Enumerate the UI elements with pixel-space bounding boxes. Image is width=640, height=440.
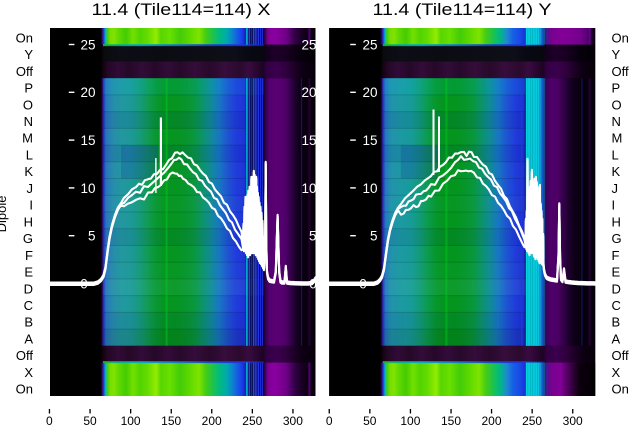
svg-text:N: N: [612, 114, 621, 129]
svg-text:0: 0: [46, 414, 53, 428]
svg-text:F: F: [25, 248, 33, 263]
svg-text:10: 10: [80, 181, 95, 196]
svg-text:11.4 (Tile114=114) X: 11.4 (Tile114=114) X: [92, 1, 271, 19]
svg-text:J: J: [612, 181, 619, 196]
svg-text:X: X: [612, 365, 621, 380]
svg-text:M: M: [22, 131, 33, 146]
svg-text:Off: Off: [16, 348, 33, 363]
svg-text:10: 10: [301, 181, 316, 196]
svg-text:O: O: [23, 97, 33, 112]
svg-text:On: On: [612, 30, 629, 45]
svg-text:C: C: [24, 298, 33, 313]
svg-text:300: 300: [283, 414, 303, 428]
svg-text:0: 0: [309, 276, 317, 291]
svg-text:L: L: [26, 148, 33, 163]
svg-text:50: 50: [83, 414, 97, 428]
svg-text:Off: Off: [612, 64, 629, 79]
svg-text:25: 25: [362, 37, 377, 52]
svg-text:K: K: [612, 164, 621, 179]
svg-text:25: 25: [301, 37, 316, 52]
svg-text:C: C: [612, 298, 621, 313]
svg-text:15: 15: [362, 133, 377, 148]
svg-text:10: 10: [362, 181, 377, 196]
svg-text:5: 5: [309, 229, 317, 244]
svg-text:G: G: [612, 231, 622, 246]
svg-text:250: 250: [522, 414, 542, 428]
svg-text:M: M: [612, 131, 623, 146]
svg-text:L: L: [612, 148, 619, 163]
svg-text:5: 5: [370, 229, 378, 244]
svg-text:Off: Off: [612, 348, 629, 363]
svg-text:20: 20: [80, 85, 95, 100]
svg-text:20: 20: [301, 85, 316, 100]
svg-text:150: 150: [441, 414, 461, 428]
svg-text:J: J: [27, 181, 34, 196]
svg-text:50: 50: [363, 414, 377, 428]
svg-text:15: 15: [80, 133, 95, 148]
svg-text:E: E: [612, 265, 621, 280]
svg-text:250: 250: [242, 414, 262, 428]
svg-text:200: 200: [202, 414, 222, 428]
svg-text:15: 15: [301, 133, 316, 148]
svg-text:G: G: [23, 231, 33, 246]
svg-text:0: 0: [326, 414, 333, 428]
svg-text:D: D: [24, 281, 33, 296]
svg-text:I: I: [29, 198, 33, 213]
svg-text:Y: Y: [24, 47, 33, 62]
svg-text:Off: Off: [16, 64, 33, 79]
svg-text:A: A: [612, 332, 621, 347]
svg-text:20: 20: [362, 85, 377, 100]
svg-text:O: O: [612, 97, 622, 112]
svg-text:N: N: [24, 114, 33, 129]
svg-text:0: 0: [359, 276, 367, 291]
svg-text:D: D: [612, 281, 621, 296]
svg-text:E: E: [24, 265, 33, 280]
svg-text:150: 150: [161, 414, 181, 428]
svg-text:On: On: [16, 30, 33, 45]
svg-text:11.4 (Tile114=114) Y: 11.4 (Tile114=114) Y: [373, 1, 552, 19]
svg-text:Dipole: Dipole: [0, 196, 9, 233]
svg-text:X: X: [24, 365, 33, 380]
svg-text:H: H: [24, 214, 33, 229]
svg-text:5: 5: [88, 229, 96, 244]
svg-text:B: B: [612, 315, 621, 330]
svg-text:On: On: [612, 382, 629, 397]
svg-text:P: P: [24, 81, 33, 96]
svg-text:I: I: [612, 198, 616, 213]
svg-text:Y: Y: [612, 47, 621, 62]
svg-text:100: 100: [121, 414, 141, 428]
svg-text:300: 300: [563, 414, 583, 428]
svg-text:A: A: [24, 332, 33, 347]
svg-text:100: 100: [400, 414, 420, 428]
svg-text:F: F: [612, 248, 620, 263]
svg-text:B: B: [24, 315, 33, 330]
svg-text:200: 200: [481, 414, 501, 428]
svg-text:P: P: [612, 81, 621, 96]
svg-text:K: K: [24, 164, 33, 179]
svg-text:25: 25: [80, 37, 95, 52]
svg-text:On: On: [16, 382, 33, 397]
svg-text:0: 0: [80, 276, 88, 291]
svg-text:H: H: [612, 214, 621, 229]
